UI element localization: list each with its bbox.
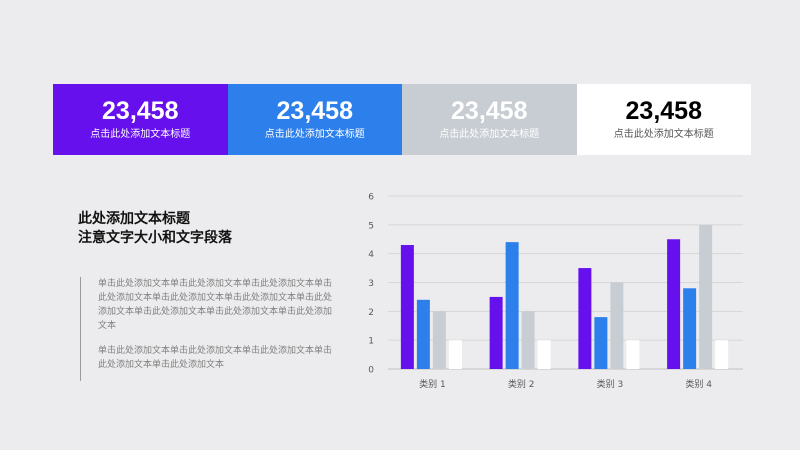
- y-tick-label: 2: [368, 308, 374, 318]
- bar-series-4-cat-4: [715, 340, 729, 369]
- body-paragraph-2: 单击此处添加文本单击此处添加文本单击此处添加文本单击此处添加文本单击此处添加文本: [98, 346, 333, 370]
- bar-series-1-cat-2: [489, 296, 503, 369]
- stat-card-1: 23,458 点击此处添加文本标题: [53, 84, 228, 155]
- bar-series-2-cat-2: [505, 242, 519, 369]
- chart-bars: [400, 224, 729, 369]
- x-tick-label: 类别 4: [685, 378, 712, 390]
- chart-x-tick-labels: 类别 1 类别 2 类别 3 类别 4: [419, 378, 712, 390]
- x-tick-label: 类别 2: [508, 378, 535, 390]
- heading-line-1: 此处添加文本标题: [78, 211, 190, 227]
- stat-value-4: 23,458: [625, 97, 702, 125]
- chart-y-tick-labels: 0 1 2 3 4 5 6: [368, 193, 374, 376]
- bar-series-3-cat-4: [699, 224, 713, 369]
- bar-series-4-cat-3: [626, 340, 640, 369]
- y-tick-label: 1: [368, 337, 374, 347]
- bar-series-4-cat-2: [537, 340, 551, 369]
- stats-row: 23,458 点击此处添加文本标题 23,458 点击此处添加文本标题 23,4…: [53, 84, 751, 155]
- bar-series-2-cat-3: [594, 317, 608, 369]
- bar-series-1-cat-1: [400, 245, 414, 369]
- stat-value-3: 23,458: [451, 97, 528, 125]
- stat-card-2: 23,458 点击此处添加文本标题: [227, 84, 402, 155]
- stat-value-1: 23,458: [102, 97, 179, 125]
- heading-line-2: 注意文字大小和文字段落: [78, 230, 232, 246]
- bar-series-2-cat-1: [416, 299, 430, 369]
- bar-chart: 0 1 2 3 4 5 6 类别 1 类别 2 类别 3 类别 4: [368, 193, 743, 390]
- stat-value-2: 23,458: [276, 97, 353, 125]
- y-tick-label: 3: [368, 279, 374, 289]
- bar-series-1-cat-3: [578, 268, 592, 369]
- bar-series-3-cat-1: [432, 311, 446, 369]
- y-tick-label: 5: [368, 221, 374, 231]
- stat-label-2[interactable]: 点击此处添加文本标题: [264, 129, 365, 140]
- bar-series-2-cat-4: [683, 288, 697, 369]
- section-heading[interactable]: 此处添加文本标题 注意文字大小和文字段落: [78, 210, 338, 248]
- body-paragraph-1: 单击此处添加文本单击此处添加文本单击此处添加文本单击此处添加文本单击此处添加文本…: [98, 279, 333, 331]
- bar-series-4-cat-1: [448, 340, 462, 369]
- x-tick-label: 类别 1: [419, 378, 446, 390]
- stat-card-4: 23,458 点击此处添加文本标题: [576, 84, 751, 155]
- chart-gridlines: [388, 195, 743, 370]
- y-tick-label: 4: [368, 250, 374, 260]
- bar-series-3-cat-2: [521, 311, 535, 369]
- x-tick-label: 类别 3: [597, 378, 624, 390]
- body-text-block[interactable]: 单击此处添加文本单击此处添加文本单击此处添加文本单击此处添加文本单击此处添加文本…: [80, 277, 338, 381]
- stat-label-3[interactable]: 点击此处添加文本标题: [439, 129, 540, 140]
- bar-series-1-cat-4: [667, 239, 681, 369]
- stat-label-1[interactable]: 点击此处添加文本标题: [90, 129, 191, 140]
- bar-series-3-cat-3: [610, 282, 624, 369]
- stat-label-4[interactable]: 点击此处添加文本标题: [613, 129, 714, 140]
- stat-card-3: 23,458 点击此处添加文本标题: [402, 84, 577, 155]
- y-tick-label: 0: [368, 366, 374, 376]
- y-tick-label: 6: [368, 193, 374, 203]
